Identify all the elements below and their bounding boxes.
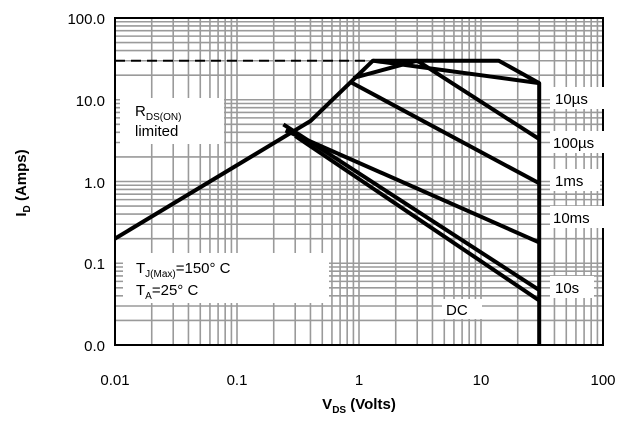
curve-label-10s: 10s xyxy=(555,280,579,297)
curve-label-bg-dc xyxy=(442,299,482,319)
y-axis-title-main: I xyxy=(13,212,30,216)
y-axis-title: ID (Amps) xyxy=(13,149,33,216)
rdson-note: RDS(ON) xyxy=(135,103,181,123)
x-tick-label-10: 10 xyxy=(473,372,490,389)
y-tick-label-1: 1.0 xyxy=(84,175,105,192)
condition-ta-main: T xyxy=(136,282,145,299)
curves xyxy=(113,58,542,345)
curve-label-10us: 10µs xyxy=(555,91,588,108)
y-axis-title-sub: D xyxy=(22,205,33,212)
x-axis-title-rest: (Volts) xyxy=(346,396,396,413)
rdson-note-sub: DS(ON) xyxy=(146,112,182,123)
condition-tj-main: T xyxy=(136,260,145,277)
rdson-note-main: R xyxy=(135,103,146,120)
series-line-1ms xyxy=(349,80,541,186)
x-axis-title: VDS (Volts) xyxy=(322,396,396,416)
x-tick-label-0-1: 0.1 xyxy=(227,372,248,389)
condition-tj-sub: J(Max) xyxy=(145,269,176,280)
y-tick-label-0: 0.0 xyxy=(84,338,105,355)
x-tick-labels: 0.01 0.1 1 10 100 xyxy=(100,372,615,389)
condition-tj-rest: =150° C xyxy=(176,260,231,277)
curve-label-1ms: 1ms xyxy=(555,173,583,190)
conditions-box xyxy=(123,253,329,303)
plot-frame xyxy=(114,17,604,346)
curve-labels: 10µs 100µs 1ms 10ms 10s DC xyxy=(442,87,612,319)
curve-label-10ms: 10ms xyxy=(553,210,590,227)
y-tick-label-10: 10.0 xyxy=(76,93,105,110)
y-tick-label-100: 100.0 xyxy=(67,11,105,28)
curve-label-bg-1ms xyxy=(550,169,600,191)
curve-label-bg-100us xyxy=(550,131,612,153)
condition-ta-rest: =25° C xyxy=(152,282,199,299)
x-tick-label-0-01: 0.01 xyxy=(100,372,129,389)
y-tick-label-0-1: 0.1 xyxy=(84,256,105,273)
curve-label-bg-10s xyxy=(550,276,594,298)
condition-tj: TJ(Max)=150° C xyxy=(136,260,231,280)
condition-ta-sub: A xyxy=(145,291,152,302)
plot-frame-border xyxy=(114,17,604,346)
curve-label-dc: DC xyxy=(446,302,468,319)
x-tick-label-100: 100 xyxy=(590,372,615,389)
series-line-10s xyxy=(282,122,541,292)
curve-label-bg-10ms xyxy=(550,206,608,228)
y-axis-title-rest: (Amps) xyxy=(13,149,30,205)
x-tick-label-1: 1 xyxy=(355,372,363,389)
series-line-10ms xyxy=(284,128,541,245)
x-axis-title-main: V xyxy=(322,396,332,413)
curve-label-100us: 100µs xyxy=(553,135,594,152)
curve-label-bg-10us xyxy=(550,87,604,109)
y-tick-labels: 100.0 10.0 1.0 0.1 0.0 xyxy=(67,11,105,355)
x-axis-title-sub: DS xyxy=(332,405,346,416)
rdson-note-line2: limited xyxy=(135,123,178,140)
soa-envelope-line xyxy=(113,58,542,345)
condition-ta: TA=25° C xyxy=(136,282,198,302)
rdson-note-box xyxy=(120,98,224,144)
series-line-dc xyxy=(294,134,541,303)
